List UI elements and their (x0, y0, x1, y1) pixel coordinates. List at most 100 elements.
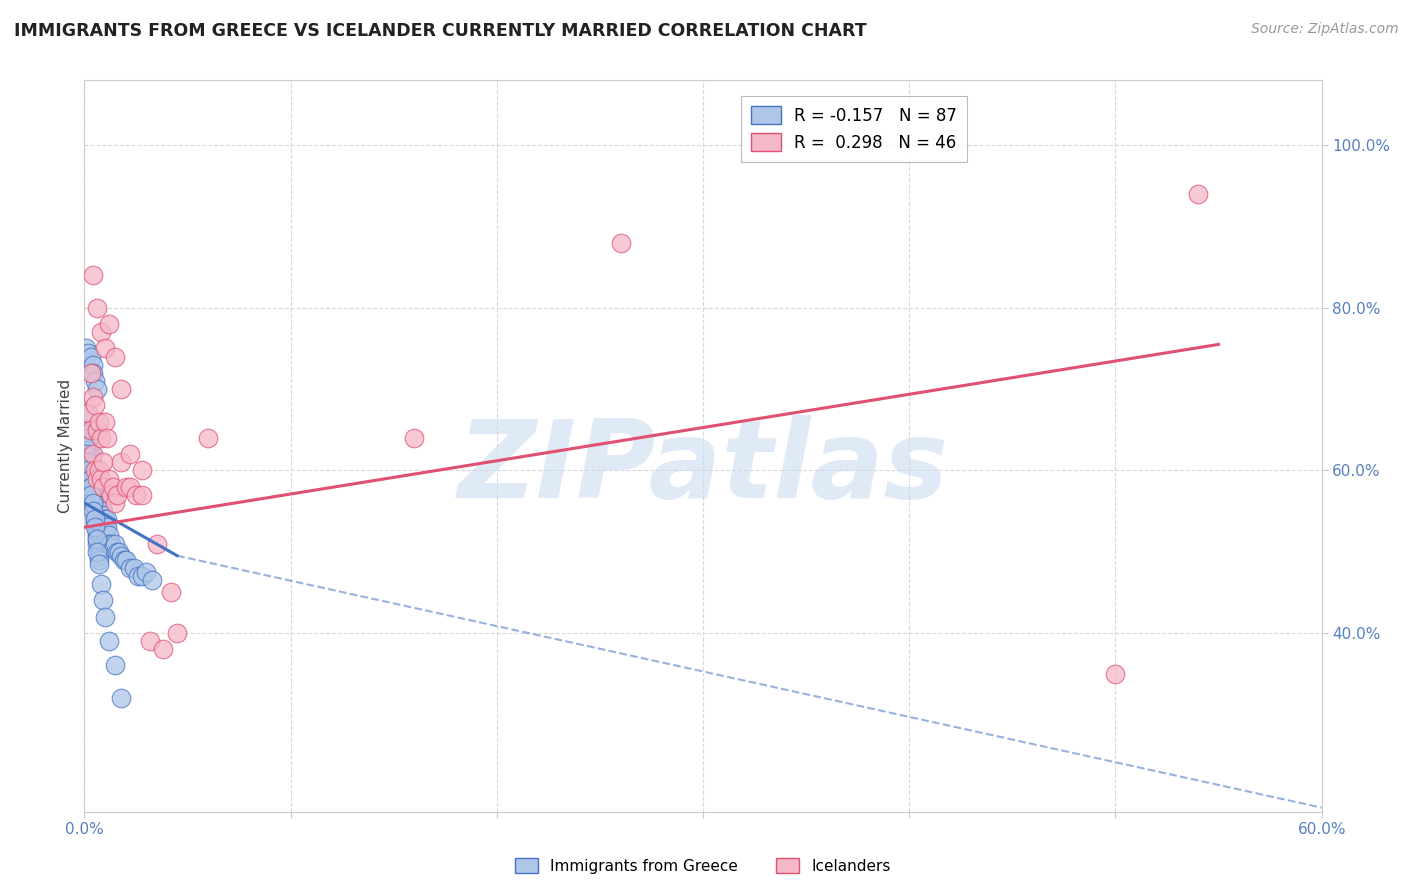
Point (87, 544, 110, 558)
Point (77, 455, 100, 469)
Point (79, 480, 101, 494)
Point (82, 496, 104, 510)
Point (90, 512, 112, 526)
Point (79, 467, 101, 482)
Point (86, 520, 108, 534)
Point (86, 382, 108, 396)
Point (87, 557, 110, 571)
Point (86, 533, 108, 547)
Point (118, 561, 141, 575)
Point (82, 390, 104, 404)
Point (122, 561, 145, 575)
Point (1187, 187, 1209, 202)
Point (75, 439, 97, 453)
Point (79, 488, 101, 502)
Point (197, 431, 219, 445)
Point (79, 451, 101, 466)
Point (131, 463, 153, 477)
Legend: R = -0.157   N = 87, R =  0.298   N = 46: R = -0.157 N = 87, R = 0.298 N = 46 (741, 96, 967, 161)
Point (91, 593, 114, 607)
Point (98, 528, 121, 542)
Point (86, 528, 108, 542)
Point (86, 471, 108, 485)
Point (83, 512, 105, 526)
Point (83, 508, 105, 522)
Point (104, 350, 127, 364)
Point (104, 536, 127, 550)
Point (82, 471, 104, 485)
Point (96, 431, 118, 445)
Point (166, 626, 188, 640)
Point (79, 459, 101, 474)
Point (90, 325, 112, 339)
Point (83, 398, 105, 412)
Point (83, 512, 105, 526)
Point (98, 317, 121, 331)
Point (79, 423, 101, 437)
Point (114, 480, 136, 494)
Point (145, 536, 167, 550)
Point (94, 520, 117, 534)
Point (131, 488, 153, 502)
Point (103, 541, 125, 555)
Point (83, 500, 105, 514)
Point (83, 374, 105, 388)
Point (87, 553, 110, 567)
Point (90, 496, 112, 510)
Point (86, 533, 108, 547)
Point (79, 350, 101, 364)
Point (98, 634, 121, 648)
Point (86, 301, 108, 315)
Point (100, 488, 122, 502)
Point (110, 455, 132, 469)
Point (86, 536, 108, 550)
Point (79, 366, 101, 380)
Point (77, 426, 100, 441)
Point (135, 565, 157, 579)
Point (91, 504, 114, 518)
Point (82, 491, 104, 506)
Point (96, 520, 118, 534)
Point (75, 423, 97, 437)
Point (86, 423, 108, 437)
Point (91, 455, 114, 469)
Point (94, 528, 117, 542)
Point (90, 471, 112, 485)
Point (87, 541, 110, 555)
Text: IMMIGRANTS FROM GREECE VS ICELANDER CURRENTLY MARRIED CORRELATION CHART: IMMIGRANTS FROM GREECE VS ICELANDER CURR… (14, 22, 866, 40)
Point (103, 480, 125, 494)
Point (77, 407, 100, 421)
Point (90, 528, 112, 542)
Point (82, 480, 104, 494)
Point (609, 235, 631, 250)
Point (77, 345, 100, 359)
Point (83, 496, 105, 510)
Point (91, 508, 114, 522)
Point (79, 463, 101, 477)
Point (1104, 666, 1126, 681)
Point (83, 463, 105, 477)
Point (98, 536, 121, 550)
Point (98, 471, 121, 485)
Point (100, 536, 122, 550)
Point (75, 447, 97, 461)
Text: ZIPatlas: ZIPatlas (457, 415, 949, 521)
Point (94, 342, 117, 356)
Point (94, 512, 117, 526)
Point (82, 358, 104, 372)
Point (77, 431, 100, 445)
Point (105, 544, 128, 558)
Point (94, 415, 117, 429)
Point (79, 447, 101, 461)
Point (131, 569, 153, 583)
Point (79, 471, 101, 485)
Point (160, 585, 183, 599)
Point (83, 516, 105, 531)
Point (87, 463, 110, 477)
Point (82, 475, 104, 490)
Point (152, 642, 174, 657)
Legend: Immigrants from Greece, Icelanders: Immigrants from Greece, Icelanders (509, 852, 897, 880)
Point (139, 634, 162, 648)
Point (96, 512, 118, 526)
Point (90, 577, 112, 591)
